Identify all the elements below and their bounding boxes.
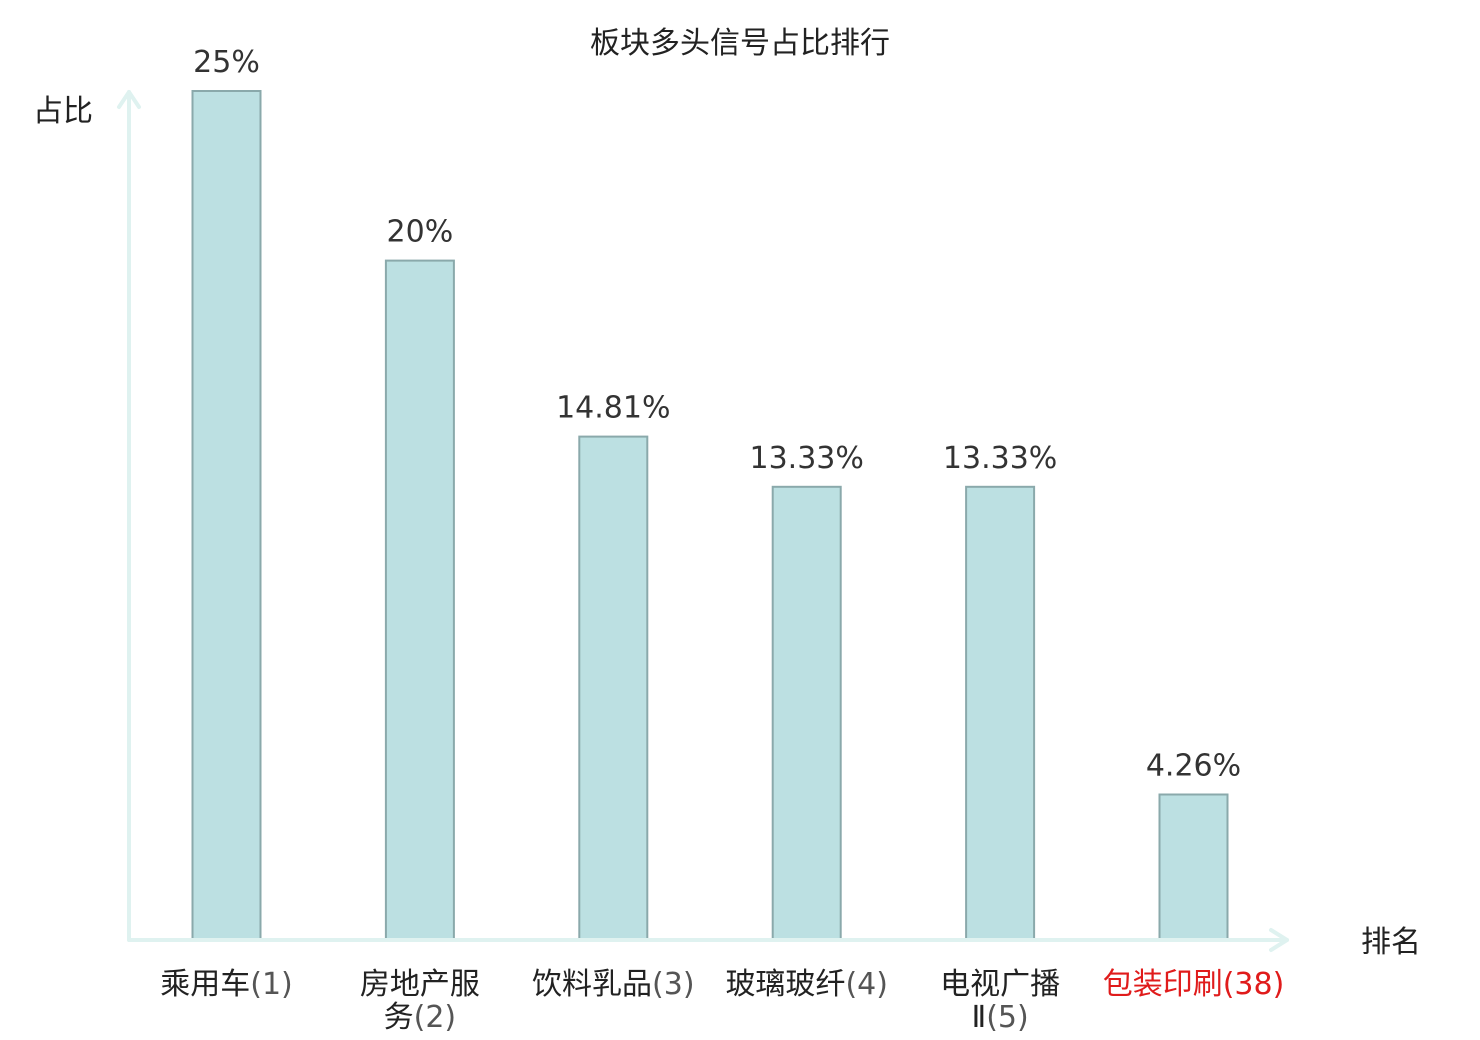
value-label-4: 13.33% — [750, 441, 864, 476]
x-tick-label-rank: (38) — [1223, 967, 1285, 1002]
value-label-2: 20% — [387, 215, 454, 250]
bar-1 — [191, 90, 262, 940]
x-axis-label: 排名 — [1361, 925, 1421, 960]
value-label-1: 25% — [193, 45, 260, 80]
value-label-5: 13.33% — [943, 441, 1057, 476]
x-tick-label-name: 电视广播 — [940, 967, 1060, 1002]
value-labels-group: 25% 20% 14.81% 13.33% 13.33% 4.26% — [193, 45, 1241, 784]
x-tick-label-name: 房地产服 — [360, 967, 480, 1002]
x-tick-label-6: 包装印刷(38) — [1103, 967, 1285, 1002]
x-tick-label-3: 饮料乳品(3) — [532, 967, 695, 1002]
x-tick-label-rank: (1) — [250, 967, 293, 1002]
axes — [117, 90, 1289, 952]
x-tick-label-rank: (3) — [652, 967, 695, 1002]
bar-3 — [578, 435, 649, 940]
y-axis-arrow-icon — [117, 90, 141, 109]
x-tick-label-rank: (2) — [414, 1000, 457, 1035]
x-tick-label-2: 房地产服务(2) — [360, 967, 480, 1035]
chart-title: 板块多头信号占比排行 — [590, 26, 890, 61]
y-axis-label: 占比 — [33, 94, 93, 129]
x-tick-label-rank: (5) — [986, 1000, 1029, 1035]
x-tick-label-5: 电视广播 Ⅱ(5) — [940, 967, 1060, 1035]
x-tick-label-name: 乘用车(1) — [160, 967, 293, 1002]
bars-group — [191, 90, 1229, 941]
x-axis-arrow-icon — [1269, 928, 1289, 952]
x-tick-label-1: 乘用车(1) — [160, 967, 293, 1002]
bar-4 — [771, 485, 842, 940]
x-tick-label-name: 饮料乳品(3) — [532, 967, 695, 1002]
x-tick-label-4: 玻璃玻纤(4) — [725, 967, 888, 1002]
tick-labels-group: 乘用车(1) 房地产服务(2) 饮料乳品(3) 玻璃玻纤(4) 电视广播 Ⅱ(5) 包装印刷… — [160, 967, 1284, 1035]
value-label-3: 14.81% — [556, 391, 670, 426]
x-tick-label-name: Ⅱ(5) — [971, 1000, 1028, 1035]
x-tick-label-name: 包装印刷(38) — [1103, 967, 1285, 1002]
value-label-6: 4.26% — [1146, 749, 1241, 784]
x-tick-label-name: 务(2) — [384, 1000, 457, 1035]
bar-5 — [965, 485, 1036, 940]
bar-6 — [1158, 793, 1229, 940]
x-tick-label-name: 玻璃玻纤(4) — [725, 967, 888, 1002]
x-tick-label-rank: (4) — [845, 967, 888, 1002]
bar-2 — [384, 259, 455, 941]
